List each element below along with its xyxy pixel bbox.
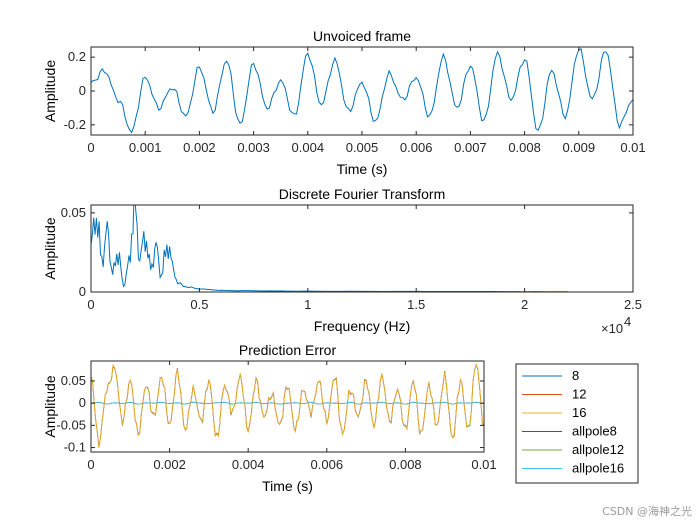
x-tick-label: 2.5 <box>624 297 642 312</box>
x-axis-label: Time (s) <box>337 161 388 177</box>
y-axis-label: Amplitude <box>42 375 58 437</box>
legend-label-allpole16: allpole16 <box>572 461 624 476</box>
plot-background <box>91 47 633 135</box>
x-tick-label: 0.01 <box>620 140 645 155</box>
x-tick-label: 1 <box>304 297 311 312</box>
x-tick-label: 0.5 <box>190 297 208 312</box>
x-tick-label: 0.006 <box>400 140 433 155</box>
legend: 8 12 16 allpole8 allpole12 allpole16 <box>515 363 639 484</box>
y-tick-label: -0.1 <box>64 440 86 455</box>
plot-background <box>91 361 484 452</box>
legend-label-allpole12: allpole12 <box>572 442 624 457</box>
series-line-frame <box>91 48 633 134</box>
x-tick-label: 0.004 <box>232 457 265 472</box>
legend-label-8: 8 <box>572 368 579 383</box>
y-axis-label: Amplitude <box>42 217 58 279</box>
x-tick-label: 0.009 <box>563 140 596 155</box>
y-tick-label: -0.05 <box>56 417 86 432</box>
x-axis-label: Time (s) <box>262 478 313 494</box>
y-tick-label: 0 <box>79 284 86 299</box>
axes-title: Discrete Fourier Transform <box>279 186 445 202</box>
axes-box <box>90 204 634 293</box>
x-tick-label: 0.001 <box>129 140 162 155</box>
x-tick-label: 0.005 <box>346 140 379 155</box>
x-tick-label: 0.002 <box>183 140 216 155</box>
plot-background <box>91 205 633 292</box>
series-line-allpole16 <box>91 401 484 405</box>
x-tick-label: 0.006 <box>311 457 344 472</box>
y-tick-label: 0 <box>79 83 86 98</box>
y-tick-label: 0 <box>79 395 86 410</box>
x-tick-label: 0.007 <box>454 140 487 155</box>
y-tick-label: 0.05 <box>61 373 86 388</box>
x-tick-label: 2 <box>521 297 528 312</box>
axes-box <box>90 360 485 453</box>
x-axis-label: Frequency (Hz) <box>314 318 410 334</box>
axes-title: Unvoiced frame <box>313 28 411 44</box>
y-tick-label: -0.2 <box>64 117 86 132</box>
x-tick-label: 1.5 <box>407 297 425 312</box>
x-tick-label: 0.01 <box>471 457 496 472</box>
series-line-dft <box>91 205 568 292</box>
watermark-text: CSDN @海神之光 <box>602 505 692 518</box>
x-tick-label: 0 <box>87 140 94 155</box>
y-axis-label: Amplitude <box>42 60 58 122</box>
axes-1: 0 0.001 0.002 0.003 0.004 0.005 0.006 0.007 0.00… <box>42 28 646 177</box>
x-tick-label: 0.008 <box>508 140 541 155</box>
legend-label-12: 12 <box>572 387 586 402</box>
legend-box <box>515 363 639 484</box>
y-tick-label: 0.05 <box>61 205 86 220</box>
axes-2: 0 0.5 1 1.5 2 2.5 0.05 0 Discrete Fourier Transf… <box>42 186 642 336</box>
x-exponent-label: ×10 <box>601 321 623 336</box>
x-tick-label: 0.003 <box>237 140 270 155</box>
x-tick-label: 0 <box>87 297 94 312</box>
x-tick-label: 0.002 <box>153 457 186 472</box>
x-exponent-power: 4 <box>624 314 631 329</box>
x-tick-label: 0.008 <box>389 457 422 472</box>
legend-label-16: 16 <box>572 405 586 420</box>
x-tick-label: 0 <box>87 457 94 472</box>
axes-title: Prediction Error <box>239 342 337 358</box>
x-tick-label: 0.004 <box>292 140 325 155</box>
y-tick-label: 0.2 <box>68 49 86 64</box>
series-line-16 <box>91 363 484 449</box>
axes-3: 0 0.002 0.004 0.006 0.008 0.01 0.05 0 -0.05 -0.1 P… <box>42 342 497 494</box>
legend-label-allpole8: allpole8 <box>572 424 617 439</box>
